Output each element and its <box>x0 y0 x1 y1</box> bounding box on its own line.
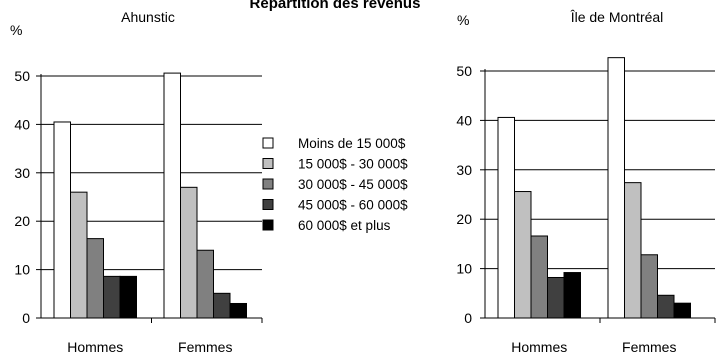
y-tick-label: 40 <box>14 116 30 132</box>
bar <box>497 116 515 319</box>
y-tick-label: 0 <box>464 310 472 326</box>
bar <box>86 238 104 319</box>
bar <box>563 272 581 319</box>
y-tick-label: 10 <box>14 262 30 278</box>
chart-ahunstic: Ahunstic% 0 10 20 30 40 50 Hommes Femmes <box>10 9 263 355</box>
bar <box>657 294 675 319</box>
legend-swatch <box>262 199 274 210</box>
bar <box>213 292 231 319</box>
y-tick-label: 20 <box>14 213 30 229</box>
legend-swatch <box>262 219 274 231</box>
y-axis-unit: % <box>457 12 469 28</box>
category-label: Hommes <box>67 339 123 355</box>
y-tick-label: 30 <box>456 162 472 178</box>
legend-label: 30 000$ - 45 000$ <box>298 177 408 192</box>
y-tick-label: 40 <box>456 112 472 128</box>
chart-subtitle: Ahunstic <box>121 9 175 25</box>
y-tick-label: 50 <box>14 68 30 84</box>
bar <box>180 186 198 319</box>
y-tick-label: 30 <box>14 165 30 181</box>
bar <box>196 249 214 319</box>
legend-swatch <box>262 178 274 190</box>
bar <box>229 302 247 319</box>
bar <box>673 302 691 319</box>
legend-label: 60 000$ et plus <box>298 218 391 233</box>
y-tick-label: 0 <box>22 310 30 326</box>
bar <box>119 275 137 319</box>
legend-swatch <box>262 158 274 169</box>
y-tick-label: 20 <box>456 211 472 227</box>
legend-label: 45 000$ - 60 000$ <box>298 198 408 213</box>
bar <box>514 191 532 319</box>
bar <box>530 235 548 319</box>
y-axis-unit: % <box>10 22 22 38</box>
chart-montreal: Île de Montréal% 0 10 20 30 40 50 Hommes Femmes <box>456 9 716 355</box>
y-tick-label: 10 <box>456 261 472 277</box>
legend: Moins de 15 000$ 15 000$ - 30 000$ 30 000$… <box>262 136 408 233</box>
chart-title: Répartition des revenus <box>250 0 421 12</box>
category-label: Femmes <box>622 339 676 355</box>
bar <box>103 275 121 319</box>
category-label: Hommes <box>511 339 567 355</box>
bar <box>70 191 88 319</box>
legend-label: Moins de 15 000$ <box>298 136 406 151</box>
y-tick-label: 50 <box>456 63 472 79</box>
bar <box>607 57 625 319</box>
legend-swatch <box>262 137 274 149</box>
bar <box>53 121 71 319</box>
chart-subtitle: Île de Montréal <box>570 9 664 25</box>
bar <box>624 182 642 319</box>
bar <box>547 276 565 319</box>
category-label: Femmes <box>178 339 232 355</box>
bar <box>163 72 181 319</box>
bar <box>640 254 658 319</box>
legend-label: 15 000$ - 30 000$ <box>298 157 408 172</box>
